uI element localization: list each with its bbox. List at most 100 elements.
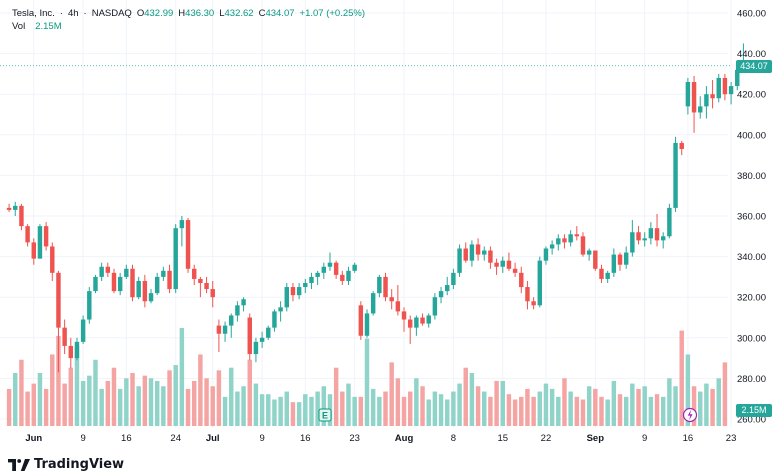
exchange-label: NASDAQ (91, 8, 132, 19)
volume-bar (704, 383, 709, 426)
volume-bar (426, 399, 431, 426)
candle (568, 230, 573, 247)
volume-bar (599, 396, 604, 426)
volume-bar (506, 394, 512, 426)
candle (636, 226, 641, 245)
x-tick-label: 22 (541, 433, 552, 444)
x-tick-label: 9 (80, 433, 85, 444)
x-tick-label: 23 (349, 433, 360, 444)
volume-bar (124, 378, 129, 426)
candle (586, 248, 592, 261)
volume-bar (346, 383, 351, 426)
volume-bar (420, 386, 425, 426)
volume-badge: 2.15M (736, 404, 772, 417)
candle (80, 315, 86, 344)
y-tick-label: 280.00 (737, 374, 766, 385)
candle (50, 242, 55, 281)
volume-bar (198, 354, 203, 426)
candle (111, 268, 117, 294)
candle (704, 86, 709, 119)
volume-bar (303, 394, 308, 426)
candle (401, 307, 407, 332)
x-tick-label: Jul (206, 433, 220, 444)
volume-bar (395, 378, 401, 426)
close-value: 434.07 (265, 8, 295, 19)
volume-bar (229, 367, 234, 426)
x-tick-label: 15 (497, 433, 508, 444)
price-axis[interactable]: 460.00 440.00 420.00 400.00 380.00 360.00 340.… (737, 9, 766, 426)
volume-bar (154, 380, 160, 426)
candle (352, 262, 357, 273)
candle (6, 203, 12, 212)
candle (37, 224, 43, 259)
volume-bar (660, 396, 666, 426)
volume-bar (482, 391, 487, 426)
volume-bar (136, 386, 141, 426)
volume-bar (340, 391, 345, 426)
candle (543, 246, 549, 265)
candle (716, 73, 721, 103)
candle (333, 260, 339, 279)
candle (303, 278, 308, 294)
volume-bar (630, 383, 635, 426)
volume-bar (50, 354, 55, 426)
volume-bar (43, 388, 49, 426)
candle (161, 266, 166, 281)
candle (346, 266, 351, 286)
volume-bar (333, 367, 339, 426)
volume-bar (278, 396, 283, 426)
volume-bar (19, 359, 24, 426)
y-tick-label: 460.00 (737, 9, 766, 20)
candle (679, 140, 684, 156)
volume-bar (364, 338, 370, 426)
volume-bar (432, 391, 438, 426)
x-tick-label: 9 (642, 433, 647, 444)
open-value: 432.99 (144, 8, 174, 19)
volume-bar (6, 388, 12, 426)
earnings-marker[interactable]: E (318, 408, 332, 422)
tradingview-logo[interactable]: TradingView (8, 457, 124, 472)
candle (642, 232, 647, 247)
volume-bar (562, 378, 567, 426)
candle (574, 226, 580, 241)
candle (13, 201, 18, 216)
volume-bar (309, 396, 314, 426)
candle (630, 220, 635, 257)
volume-bar (543, 383, 549, 426)
candle (426, 313, 431, 328)
candle (475, 238, 481, 261)
candle (531, 297, 536, 310)
volume-bar (500, 380, 505, 426)
candle (191, 264, 197, 286)
x-tick-label: 8 (451, 433, 456, 444)
candle (290, 282, 296, 302)
volume-bar (210, 386, 215, 426)
candle (19, 203, 24, 231)
candle (179, 216, 185, 247)
y-tick-label: 260.00 (737, 415, 766, 426)
interval-label[interactable]: 4h (67, 8, 79, 19)
candle (549, 240, 555, 255)
volume-bar (25, 391, 30, 426)
candle (247, 313, 252, 361)
candle (31, 238, 36, 265)
volume-bar (222, 396, 228, 426)
candle (315, 270, 320, 286)
candle (43, 222, 49, 251)
volume-bar (130, 373, 135, 426)
time-axis[interactable]: Jun 9 16 24 Jul 9 16 23 Aug 8 15 22 Sep 9 16 23 (25, 433, 736, 444)
symbol-name[interactable]: Tesla, Inc. (12, 8, 55, 19)
candle (278, 301, 283, 322)
volume-bar (617, 394, 623, 426)
volume-bar (691, 386, 697, 426)
lightning-icon[interactable] (682, 407, 698, 423)
candle (62, 319, 67, 355)
candle (407, 315, 413, 344)
candle (623, 246, 629, 269)
high-value: 436.30 (185, 8, 215, 19)
volume-bar (586, 386, 592, 426)
y-tick-label: 360.00 (737, 212, 766, 223)
volume-bar (685, 354, 691, 426)
y-tick-label: 320.00 (737, 293, 766, 304)
